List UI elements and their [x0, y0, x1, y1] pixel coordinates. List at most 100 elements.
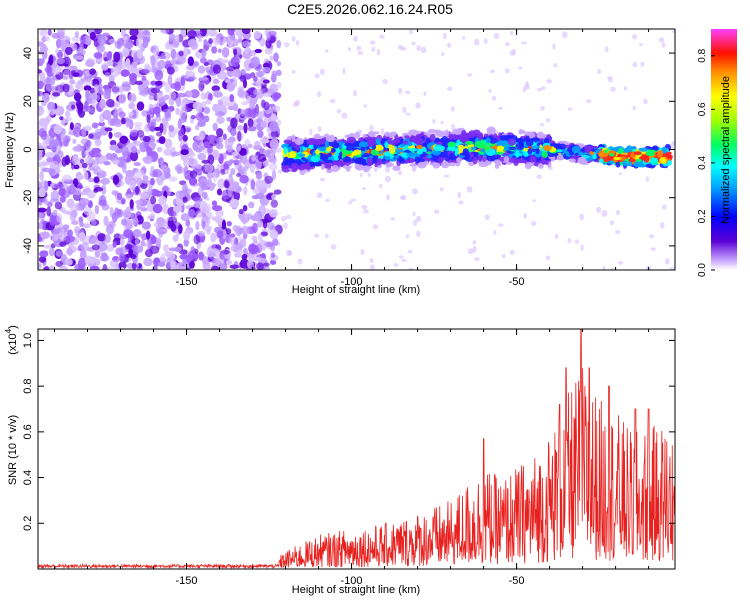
noise-cell	[257, 233, 263, 242]
colorbar-tick-label: 0.0	[697, 263, 708, 277]
signal-cell	[409, 163, 417, 167]
noise-cell	[213, 257, 221, 265]
noise-cell	[240, 238, 247, 248]
noise-cell	[66, 198, 75, 209]
noise-cell	[241, 40, 251, 48]
noise-cell	[38, 90, 41, 97]
noise-cell	[208, 181, 213, 187]
sparse-cell	[467, 73, 473, 77]
noise-cell	[76, 174, 84, 180]
noise-cell	[179, 127, 185, 137]
sparse-cell	[493, 229, 497, 235]
noise-cell	[212, 78, 220, 85]
noise-cell	[269, 138, 280, 150]
noise-cell	[230, 129, 237, 136]
noise-cell	[38, 105, 45, 116]
signal-cell	[541, 151, 548, 158]
sparse-cell	[297, 258, 303, 265]
noise-cell	[230, 233, 236, 238]
noise-cell	[142, 135, 151, 143]
signal-cell	[345, 166, 351, 172]
sparse-cell	[488, 88, 492, 93]
noise-cell	[94, 204, 100, 215]
colorbar: 0.0 0.2 0.4 0.6 0.8 Normalized spectral ampl…	[697, 29, 737, 277]
noise-cell	[80, 242, 90, 252]
noise-cell	[94, 29, 102, 35]
sparse-cell	[359, 172, 363, 178]
noise-cell	[120, 180, 125, 187]
colorbar-tick-label: 0.6	[697, 102, 708, 116]
sparse-cell	[520, 41, 527, 45]
sparse-cell	[384, 166, 390, 173]
signal-cell	[454, 148, 460, 154]
sparse-cell	[659, 222, 665, 229]
noise-cell	[186, 65, 195, 71]
noise-cell	[48, 168, 56, 175]
noise-cell	[44, 66, 53, 73]
sparse-cell	[309, 128, 313, 136]
sparse-cell	[442, 32, 447, 40]
noise-cell	[250, 179, 256, 191]
noise-cell	[157, 59, 166, 69]
signal-cell	[507, 138, 516, 146]
signal-cell	[313, 138, 323, 146]
noise-cell	[98, 83, 103, 92]
noise-cell	[38, 222, 43, 230]
sparse-cell	[532, 199, 536, 203]
sparse-cell	[384, 175, 391, 183]
noise-cell	[38, 198, 43, 206]
sparse-cell	[408, 29, 413, 35]
noise-cell	[276, 61, 282, 67]
sparse-cell	[382, 78, 388, 85]
noise-cell	[112, 159, 120, 165]
signal-cell	[565, 144, 571, 149]
noise-cell	[272, 105, 281, 113]
noise-cell	[58, 265, 68, 270]
noise-cell	[72, 178, 79, 188]
noise-cell	[214, 110, 225, 117]
signal-cell	[519, 141, 525, 149]
noise-cell	[84, 60, 95, 67]
noise-cell	[39, 250, 49, 258]
noise-cell	[93, 186, 104, 192]
noise-cell	[109, 259, 118, 268]
noise-cell	[121, 218, 128, 226]
noise-cell	[122, 35, 129, 41]
noise-cell	[216, 230, 224, 239]
noise-cell	[264, 175, 274, 184]
sparse-cell	[580, 244, 584, 252]
noise-cell	[119, 245, 127, 256]
noise-cell	[152, 106, 161, 115]
noise-cell	[215, 142, 220, 149]
noise-cell	[106, 244, 115, 252]
sparse-cell	[501, 253, 506, 259]
noise-cell	[170, 223, 177, 232]
noise-cell	[262, 79, 270, 84]
noise-cell	[93, 165, 98, 170]
noise-cell	[84, 70, 90, 77]
signal-cell	[386, 140, 396, 146]
noise-cell	[53, 124, 63, 135]
signal-cell	[394, 155, 399, 159]
sparse-cell	[440, 52, 445, 57]
signal-cell	[406, 143, 413, 147]
sparse-cell	[283, 222, 288, 230]
sparse-cell	[360, 248, 365, 255]
noise-cell	[233, 190, 241, 202]
noise-cell	[216, 188, 223, 196]
signal-cell	[392, 165, 401, 171]
noise-cell	[190, 114, 196, 120]
noise-cell	[229, 264, 240, 269]
signal-cell	[649, 157, 659, 163]
signal-cell	[386, 162, 395, 167]
noise-cell	[260, 231, 269, 237]
sparse-cell	[567, 107, 573, 111]
noise-cell	[251, 235, 258, 242]
sparse-cell	[324, 233, 329, 239]
noise-cell	[225, 228, 232, 235]
noise-cell	[207, 144, 213, 154]
noise-cell	[176, 92, 187, 98]
noise-cell	[126, 218, 137, 224]
sparse-cell	[491, 95, 497, 101]
signal-cell	[508, 146, 517, 150]
